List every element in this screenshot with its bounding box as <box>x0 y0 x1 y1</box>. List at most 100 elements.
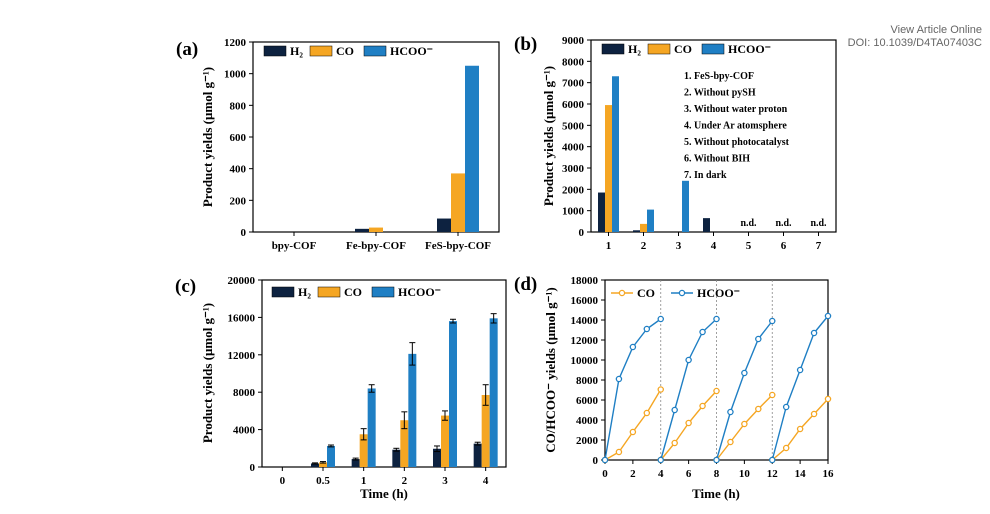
panel-c-bar <box>449 321 457 467</box>
panel-d-xtick-label: 16 <box>823 468 835 480</box>
panel-a-bar <box>465 65 479 232</box>
panel-d-data-point <box>643 409 651 417</box>
panel-b-ytick-label: 1000 <box>562 206 585 218</box>
panel-a-ytick-label: 0 <box>241 227 247 239</box>
panel-c-bar <box>319 462 327 467</box>
panel-b-condition-item: 5. Without photocatalyst <box>684 137 790 148</box>
panel-b-y-axis-label: Product yields (μmol g⁻¹) <box>541 66 556 206</box>
panel-c-xtick-label: 0 <box>280 475 286 487</box>
panel-a-ytick-label: 400 <box>230 164 247 176</box>
panel-d-series-line <box>604 318 662 461</box>
panel-d-xtick-label: 4 <box>658 468 664 480</box>
panel-d-legend-marker <box>618 289 626 297</box>
panel-d-data-point <box>782 403 790 411</box>
panel-c-xtick-label: 2 <box>402 475 408 487</box>
panel-c-ytick-label: 8000 <box>233 387 256 399</box>
panel-b-condition-item: 1. FeS-bpy-COF <box>684 71 754 82</box>
panel-d-data-point <box>796 366 804 374</box>
panel-c-xtick-label: 4 <box>483 475 489 487</box>
panel-c-ytick-label: 4000 <box>233 425 256 437</box>
panel-d-data-point <box>727 438 734 446</box>
panel-c-x-axis-label: Time (h) <box>360 486 408 501</box>
panel-d-data-point <box>685 356 692 364</box>
panel-d-data-point <box>671 439 678 447</box>
panel-d-data-point <box>824 312 832 320</box>
panel-b-nd-annotation: n.d. <box>810 218 827 229</box>
panel-b-ytick-label: 8000 <box>562 56 585 68</box>
panel-b-ytick-label: 5000 <box>562 120 585 132</box>
panel-c-bar <box>408 353 417 467</box>
panel-d-data-point <box>699 328 706 336</box>
panel-b-condition-item: 6. Without BIH <box>684 154 750 165</box>
panel-a-ytick-label: 200 <box>230 195 247 207</box>
panel-d-ytick-label: 4000 <box>576 415 599 427</box>
panel-b-nd-annotation: n.d. <box>775 218 792 229</box>
panel-a-xtick-label: FeS-bpy-COF <box>425 240 491 252</box>
panel-c-ytick-label: 0 <box>250 462 256 474</box>
panel-b-ytick-label: 2000 <box>562 184 585 196</box>
panel-b-ytick-label: 4000 <box>562 142 585 154</box>
panel-c-legend-label: CO <box>344 285 362 299</box>
panel-d-data-point <box>643 325 651 333</box>
panel-d-xtick-label: 12 <box>767 468 779 480</box>
panel-c-bar <box>311 463 319 467</box>
panel-b-bar <box>703 218 710 232</box>
panel-a-ytick-label: 1000 <box>224 69 247 81</box>
panel-a-xtick-label: bpy-COF <box>272 240 317 252</box>
article-watermark: View Article Online DOI: 10.1039/D4TA074… <box>848 24 982 50</box>
panel-c-legend-label: H₂ <box>298 285 311 299</box>
panel-d-data-point <box>741 369 748 377</box>
panel-c-ytick-label: 20000 <box>228 275 256 287</box>
panel-c-bar <box>433 448 441 467</box>
panel-b-condition-item: 2. Without pySH <box>684 88 756 99</box>
panel-b-plot-frame <box>590 39 837 233</box>
panel-b-xtick-label: 2 <box>641 240 647 252</box>
panel-d-data-point <box>769 317 776 325</box>
panel-d-data-point <box>796 425 804 433</box>
panel-b-condition-item: 3. Without water proton <box>684 104 788 115</box>
panel-b-nd-annotation: n.d. <box>740 218 757 229</box>
panel-b-panel-label: (b) <box>514 34 537 55</box>
panel-d-data-point <box>657 315 665 323</box>
panel-d-ytick-label: 2000 <box>576 435 599 447</box>
panel-a-legend-swatch <box>363 45 387 57</box>
panel-b-xtick-label: 7 <box>816 240 822 252</box>
panel-a-legend-label: H₂ <box>290 44 303 58</box>
panel-d-data-point <box>657 386 665 393</box>
panel-d-data-point <box>727 408 734 416</box>
panel-c-bar <box>400 420 409 467</box>
panel-d-ytick-label: 6000 <box>576 395 599 407</box>
panel-a-bar <box>355 228 369 232</box>
panel-d-data-point <box>713 387 720 395</box>
panel-b-bar <box>647 209 654 232</box>
panel-c-bar <box>489 318 498 467</box>
panel-a-bar <box>369 227 383 232</box>
panel-d-series-line <box>604 389 662 461</box>
panel-d-data-point <box>741 420 748 428</box>
panel-a-legend-label: CO <box>336 44 354 58</box>
panel-c-y-axis-label: Product yields (μmol g⁻¹) <box>200 303 215 443</box>
panel-b-condition-item: 7. In dark <box>684 170 727 181</box>
panel-a-y-axis-label: Product yields (μmol g⁻¹) <box>200 67 215 207</box>
panel-d-xtick-label: 14 <box>795 468 807 480</box>
panel-c-bar <box>392 449 401 467</box>
panel-d-xtick-label: 10 <box>739 468 751 480</box>
panel-c-bar <box>441 415 449 467</box>
panel-b-ytick-label: 0 <box>579 227 585 239</box>
panel-b-xtick-label: 4 <box>711 240 717 252</box>
panel-d-series-line <box>771 315 829 461</box>
panel-d-data-point <box>685 419 692 427</box>
panel-c-legend-swatch <box>271 286 295 298</box>
panel-d-data-point <box>810 329 818 337</box>
panel-a-bar <box>437 218 451 232</box>
panel-a-ytick-label: 800 <box>230 100 247 112</box>
panel-c-legend-label: HCOO⁻ <box>398 285 441 299</box>
panel-a-ytick-label: 1200 <box>224 37 247 49</box>
panel-d-xtick-label: 8 <box>714 468 720 480</box>
view-article-online-link[interactable]: View Article Online <box>890 24 982 36</box>
panel-c-ytick-label: 12000 <box>228 350 256 362</box>
panel-c-bar <box>473 443 482 467</box>
panel-d-data-point <box>824 395 832 403</box>
panel-c-xtick-label: 0.5 <box>316 475 330 487</box>
